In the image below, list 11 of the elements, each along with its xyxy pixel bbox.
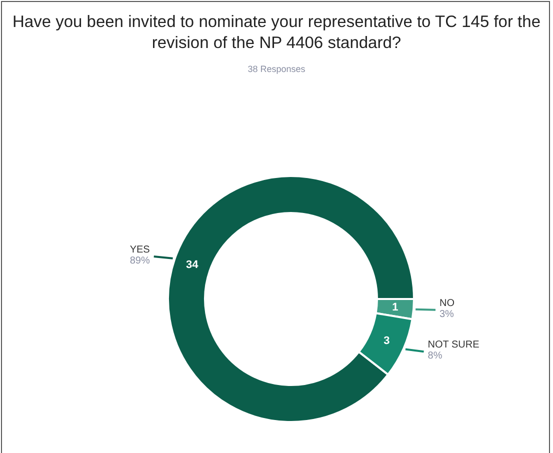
data-label: 3: [384, 334, 390, 347]
text: 3%: [440, 308, 454, 320]
slice-label: YES: [130, 244, 150, 256]
chart-title: Have you been invited to nominate your representative to TC 145 for the revision of the NP 4406 standard?: [11, 12, 542, 54]
data-label: 34: [186, 259, 200, 272]
slice-label: NOT SURE: [428, 340, 480, 351]
slice-label: NO: [440, 298, 455, 309]
data-label: 1: [392, 302, 398, 314]
chart-subtitle: 38 Responses: [246, 64, 306, 74]
text: 89%: [130, 255, 150, 266]
text: 8%: [428, 350, 442, 362]
